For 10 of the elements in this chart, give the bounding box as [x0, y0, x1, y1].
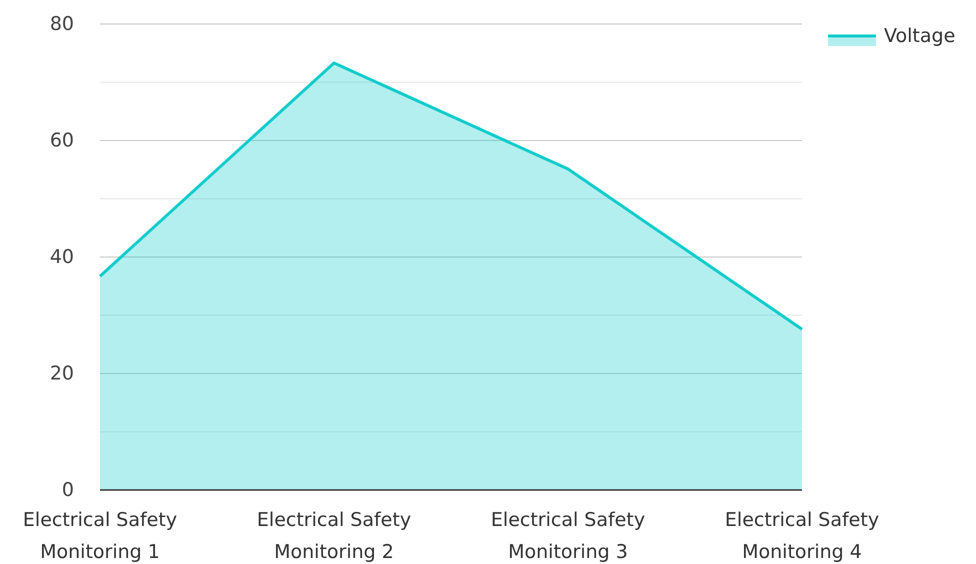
y-tick-label: 40	[50, 246, 74, 268]
x-tick-label: Electrical Safety Monitoring 1	[22, 509, 178, 563]
x-tick-label: Electrical Safety Monitoring 4	[724, 509, 880, 563]
y-tick-label: 60	[50, 130, 74, 152]
y-tick-label: 0	[62, 479, 74, 501]
x-tick-label: Electrical Safety Monitoring 3	[490, 509, 646, 563]
x-tick-label: Electrical Safety Monitoring 2	[256, 509, 412, 563]
legend-label: Voltage	[884, 25, 956, 47]
y-tick-label: 20	[50, 362, 74, 384]
y-tick-label: 80	[50, 13, 74, 35]
